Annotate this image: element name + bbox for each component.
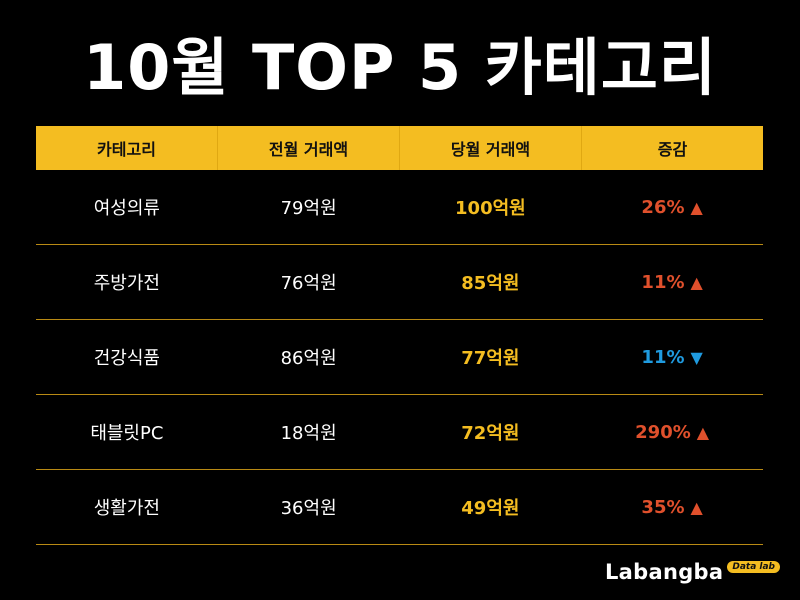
arrow-up-icon: ▲ [690,197,703,217]
cell-change: 11% ▲ [581,245,763,319]
column-header-curr: 당월 거래액 [399,126,581,170]
cell-prev-amount: 86억원 [280,348,337,369]
cell-change: 35% ▲ [581,470,763,544]
column-header-prev: 전월 거래액 [217,126,399,170]
cell-curr-amount: 77억원 [461,348,520,369]
arrow-down-icon: ▼ [690,347,703,367]
table-body: 여성의류 79억원 100억원 26% ▲ 주방가전 76억원 85억원 11% ▲ 건강식품 86억… [36,170,763,545]
arrow-up-icon: ▲ [690,272,703,292]
column-header-change: 증감 [581,126,763,170]
cell-curr-amount: 72억원 [461,423,520,444]
logo-badge: Data lab [727,561,780,573]
cell-prev-amount: 79억원 [280,198,337,219]
arrow-up-icon: ▲ [696,422,710,442]
arrow-up-icon: ▲ [690,497,703,517]
change-value: 35% [641,496,685,518]
change-value: 11% [641,346,685,368]
page-title: 10월 TOP 5 카테고리 [83,31,717,104]
change-value: 11% [641,271,685,293]
change-value: 26% [641,196,685,218]
cell-curr-amount: 100억원 [455,198,526,219]
cell-prev-amount: 76억원 [280,273,337,294]
brand-logo: Labangba Data lab [605,560,780,584]
cell-category: 태블릿PC [90,423,164,444]
change-value: 290% [635,421,691,443]
cell-change: 26% ▲ [581,170,763,244]
cell-category: 주방가전 [93,273,160,294]
cell-prev-amount: 36억원 [280,498,337,519]
table-row: 주방가전 76억원 85억원 11% ▲ [36,245,763,320]
table-row: 태블릿PC 18억원 72억원 290% ▲ [36,395,763,470]
cell-curr-amount: 85억원 [461,273,520,294]
column-header-category: 카테고리 [97,140,156,159]
cell-prev-amount: 18억원 [280,423,337,444]
cell-change: 290% ▲ [581,395,763,469]
table-header: 카테고리 전월 거래액 당월 거래액 증감 [36,126,763,170]
table-row: 건강식품 86억원 77억원 11% ▼ [36,320,763,395]
table-row: 생활가전 36억원 49억원 35% ▲ [36,470,763,545]
cell-category: 생활가전 [93,498,160,519]
category-table: 카테고리 전월 거래액 당월 거래액 증감 여성의류 79억원 100억원 26% ▲ 주… [36,126,763,545]
table-row: 여성의류 79억원 100억원 26% ▲ [36,170,763,245]
cell-curr-amount: 49억원 [461,498,520,519]
cell-category: 건강식품 [93,348,160,369]
logo-text: Labangba [605,560,724,584]
cell-category: 여성의류 [93,198,160,219]
cell-change: 11% ▼ [581,320,763,394]
